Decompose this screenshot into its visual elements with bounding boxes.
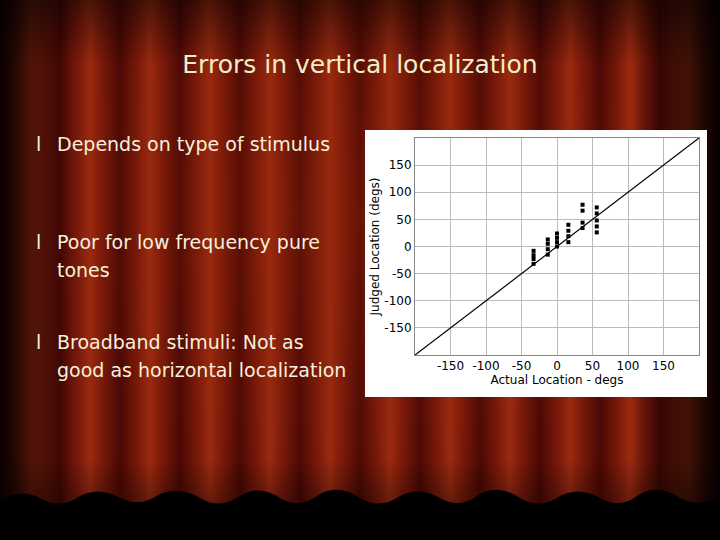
svg-text:-150: -150 xyxy=(384,321,411,335)
html-text:l: l xyxy=(36,231,42,253)
svg-text:50: 50 xyxy=(396,213,411,227)
svg-text:Actual Location - degs: Actual Location - degs xyxy=(491,373,624,387)
html-text:Depends on type of stimulus: Depends on type of stimulus xyxy=(57,133,331,155)
svg-text:Judged Location (degs): Judged Location (degs) xyxy=(368,178,382,317)
html-text:Broadband stimuli: Not as good: Broadband stimuli: Not as good as horizo… xyxy=(57,331,347,381)
svg-text:150: 150 xyxy=(389,158,412,172)
svg-text:-50: -50 xyxy=(392,267,412,281)
svg-text:100: 100 xyxy=(389,185,412,199)
html-text:Errors in vertical localizatio: Errors in vertical localization xyxy=(182,50,538,79)
svg-text:100: 100 xyxy=(617,359,640,373)
svg-text:-100: -100 xyxy=(384,294,411,308)
svg-text:-100: -100 xyxy=(472,359,499,373)
svg-text:-150: -150 xyxy=(437,359,464,373)
svg-text:0: 0 xyxy=(553,359,561,373)
svg-text:150: 150 xyxy=(652,359,675,373)
svg-text:0: 0 xyxy=(404,240,412,254)
svg-text:-50: -50 xyxy=(512,359,532,373)
html-text:l: l xyxy=(36,133,42,155)
html-text:Poor for low frequency pure to: Poor for low frequency pure tones xyxy=(57,231,321,281)
svg-text:50: 50 xyxy=(585,359,600,373)
html-text:l: l xyxy=(36,331,42,353)
